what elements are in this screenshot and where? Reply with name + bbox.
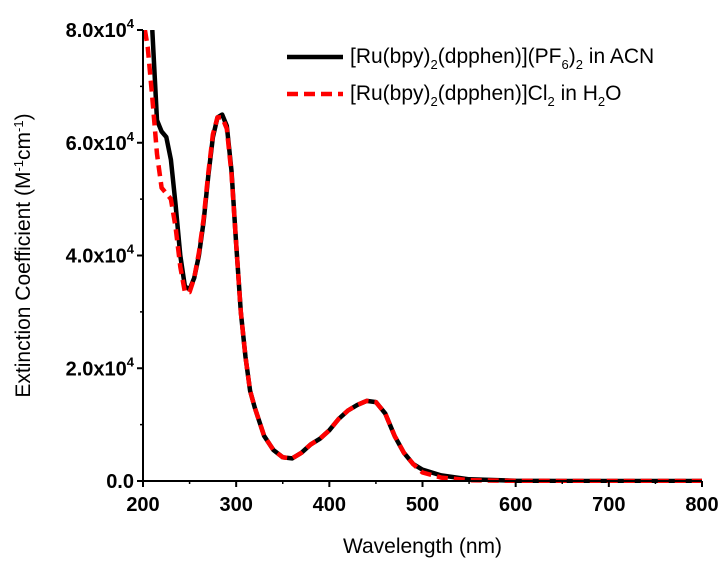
x-tick-label: 800: [685, 494, 718, 516]
y-tick-label: 2.0x104: [66, 354, 135, 380]
legend-label-1: [Ru(bpy)2(dpphen)](PF6)2 in ACN: [350, 45, 654, 72]
y-ticks: 0.0 2.0x104 4.0x104 6.0x104 8.0x104: [66, 16, 143, 493]
legend: [Ru(bpy)2(dpphen)](PF6)2 in ACN [Ru(bpy)2…: [287, 45, 654, 109]
y-tick-label: 0.0: [106, 471, 134, 493]
x-tick-label: 300: [219, 494, 252, 516]
series-line-2: [143, 30, 702, 483]
plot-lines: [143, 30, 702, 483]
x-tick-label: 700: [592, 494, 625, 516]
x-tick-label: 400: [313, 494, 346, 516]
y-tick-label: 8.0x104: [66, 16, 135, 42]
x-ticks: 200 300 400 500 600 700 800: [126, 481, 719, 516]
legend-label-2: [Ru(bpy)2(dpphen)]Cl2 in H2O: [350, 82, 622, 109]
y-tick-label: 6.0x104: [66, 129, 135, 155]
x-tick-label: 500: [406, 494, 439, 516]
x-axis-title: Wavelength (nm): [343, 535, 502, 558]
x-tick-label: 600: [499, 494, 532, 516]
x-tick-label: 200: [126, 494, 159, 516]
y-axis-title: Extinction Coefficient (M-1cm-1): [11, 113, 35, 397]
series-line-1: [150, 30, 702, 483]
y-tick-label: 4.0x104: [66, 242, 135, 268]
